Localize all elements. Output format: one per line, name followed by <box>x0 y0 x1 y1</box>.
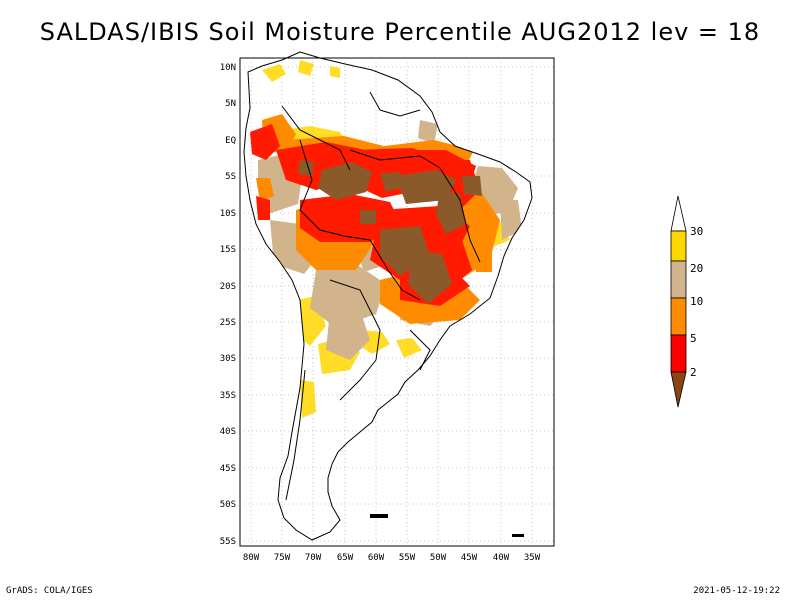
brown-patches <box>298 160 482 304</box>
map-title: SALDAS/IBIS Soil Moisture Percentile AUG… <box>39 18 761 46</box>
tan-patches <box>258 120 522 360</box>
lat-label: 35S <box>220 391 236 401</box>
colorbar-bottom-arrow <box>670 371 687 408</box>
colorbar <box>670 195 687 408</box>
colorbar-label: 10 <box>690 295 703 308</box>
lat-label: 25S <box>220 318 236 328</box>
lon-label: 50W <box>430 553 447 563</box>
lat-label: 5S <box>225 172 236 182</box>
colorbar-label: 5 <box>690 332 697 345</box>
coastlines <box>243 51 533 541</box>
colorbar-label: 20 <box>690 262 703 275</box>
lon-label: 70W <box>305 553 322 563</box>
lat-label: EQ <box>225 136 236 146</box>
lat-label: 20S <box>220 282 236 292</box>
lat-label: 55S <box>220 537 236 547</box>
colorbar-label: 2 <box>690 366 697 379</box>
lon-label: 45W <box>461 553 478 563</box>
colorbar-segment <box>670 334 687 373</box>
islands <box>370 514 524 537</box>
colorbar-segment <box>670 260 687 299</box>
colorbar-labels: 30 20 10 5 2 <box>690 225 703 379</box>
lat-label: 40S <box>220 427 236 437</box>
footer-timestamp: 2021-05-12-19:22 <box>693 586 780 596</box>
lat-label: 10N <box>220 63 236 73</box>
colorbar-segment <box>670 297 687 336</box>
lon-label: 80W <box>243 553 260 563</box>
lon-label: 60W <box>368 553 385 563</box>
lat-label: 30S <box>220 354 236 364</box>
lat-label: 50S <box>220 500 236 510</box>
colorbar-label: 30 <box>690 225 703 238</box>
lat-label: 15S <box>220 245 236 255</box>
latitude-labels: 10N 5N EQ 5S 10S 15S 20S 25S 30S 35S 40S… <box>220 63 236 547</box>
colorbar-top-arrow <box>670 195 687 232</box>
soil-moisture-field <box>250 60 522 418</box>
lon-label: 75W <box>274 553 291 563</box>
longitude-labels: 80W 75W 70W 65W 60W 55W 50W 45W 40W 35W <box>243 553 541 563</box>
lat-label: 5N <box>225 99 236 109</box>
lon-label: 65W <box>337 553 354 563</box>
lon-label: 55W <box>399 553 416 563</box>
lon-label: 35W <box>524 553 541 563</box>
lon-label: 40W <box>493 553 510 563</box>
lat-label: 45S <box>220 464 236 474</box>
lat-label: 10S <box>220 209 236 219</box>
footer-credit: GrADS: COLA/IGES <box>6 586 93 596</box>
colorbar-segment <box>670 230 687 262</box>
